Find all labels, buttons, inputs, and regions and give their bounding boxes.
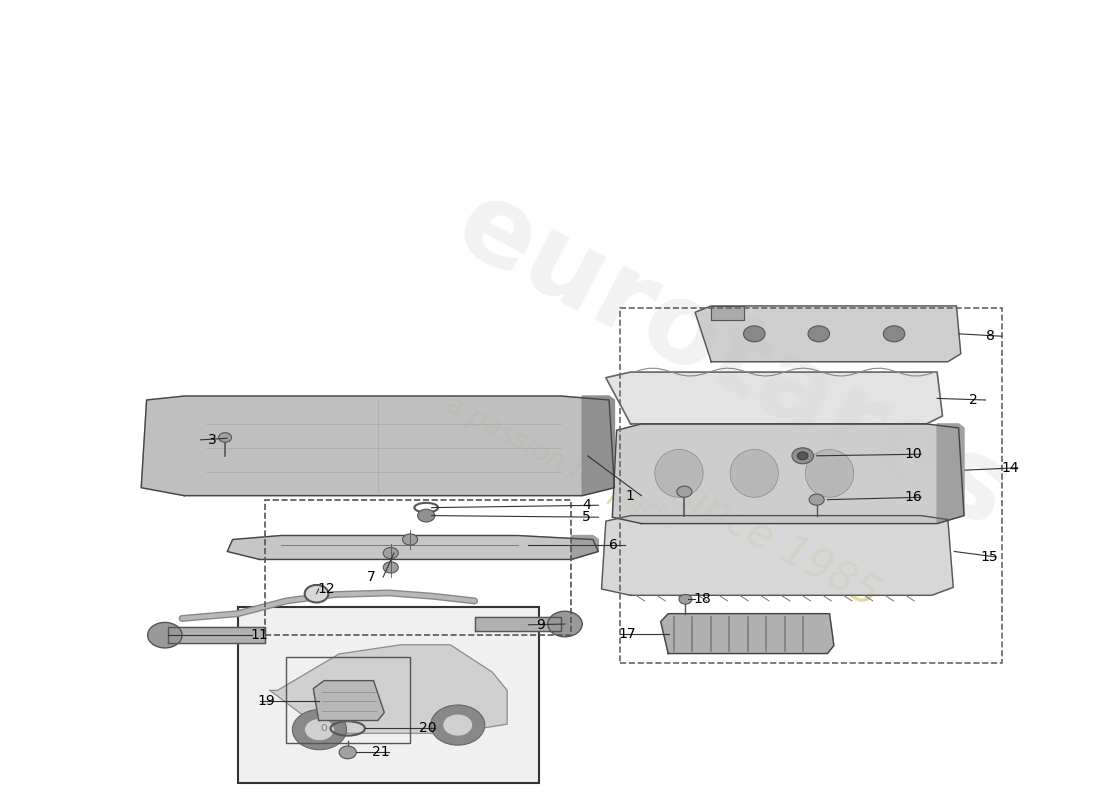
Circle shape (147, 622, 183, 648)
Text: 11: 11 (251, 628, 268, 642)
Polygon shape (571, 535, 598, 559)
Text: 1: 1 (625, 489, 634, 502)
Circle shape (305, 718, 334, 741)
Text: 16: 16 (905, 490, 923, 504)
Circle shape (883, 326, 905, 342)
Bar (286, 657, 410, 743)
Bar (619, 308, 1002, 663)
Circle shape (679, 594, 692, 604)
Circle shape (443, 714, 473, 736)
Text: 5: 5 (582, 510, 591, 524)
Polygon shape (228, 535, 598, 559)
Circle shape (293, 710, 346, 750)
Text: 3: 3 (208, 433, 217, 447)
Text: 17: 17 (618, 626, 636, 641)
Ellipse shape (730, 450, 779, 498)
Circle shape (676, 486, 692, 498)
Text: eurotares: eurotares (438, 170, 1027, 550)
Circle shape (339, 746, 356, 758)
Ellipse shape (654, 450, 703, 498)
Circle shape (548, 611, 582, 637)
Circle shape (744, 326, 764, 342)
Text: 19: 19 (257, 694, 276, 707)
Polygon shape (271, 645, 507, 734)
Circle shape (418, 510, 434, 522)
Polygon shape (474, 617, 561, 631)
Text: a passion for parts: a passion for parts (440, 390, 682, 537)
Text: 2: 2 (969, 393, 978, 407)
Circle shape (305, 585, 329, 602)
Text: 12: 12 (317, 582, 334, 596)
Text: 4: 4 (582, 498, 591, 512)
Circle shape (219, 433, 232, 442)
Text: 10: 10 (905, 447, 923, 462)
Circle shape (810, 494, 824, 506)
Polygon shape (582, 396, 615, 496)
Bar (238, 607, 539, 782)
Circle shape (808, 326, 829, 342)
Text: O: O (321, 724, 328, 733)
Circle shape (383, 547, 398, 558)
Bar (265, 500, 571, 635)
Polygon shape (141, 396, 615, 496)
Text: 6: 6 (609, 538, 618, 552)
Circle shape (431, 705, 485, 745)
Circle shape (383, 562, 398, 573)
Polygon shape (712, 306, 744, 320)
Circle shape (798, 452, 808, 460)
Text: 18: 18 (693, 592, 712, 606)
Polygon shape (661, 614, 834, 654)
Polygon shape (168, 627, 265, 643)
Polygon shape (606, 372, 943, 424)
Polygon shape (695, 306, 960, 362)
Text: 15: 15 (980, 550, 998, 564)
Text: 14: 14 (1002, 461, 1020, 474)
Text: 7: 7 (367, 570, 376, 584)
Text: since 1985: since 1985 (666, 471, 886, 615)
Polygon shape (602, 515, 954, 595)
Polygon shape (613, 424, 964, 523)
Text: 20: 20 (419, 722, 437, 735)
Text: 8: 8 (986, 330, 994, 343)
Polygon shape (314, 681, 384, 721)
Circle shape (403, 534, 418, 545)
Text: 9: 9 (536, 618, 544, 632)
Circle shape (792, 448, 813, 464)
Polygon shape (937, 424, 964, 523)
Ellipse shape (805, 450, 854, 498)
Text: 21: 21 (373, 746, 390, 759)
